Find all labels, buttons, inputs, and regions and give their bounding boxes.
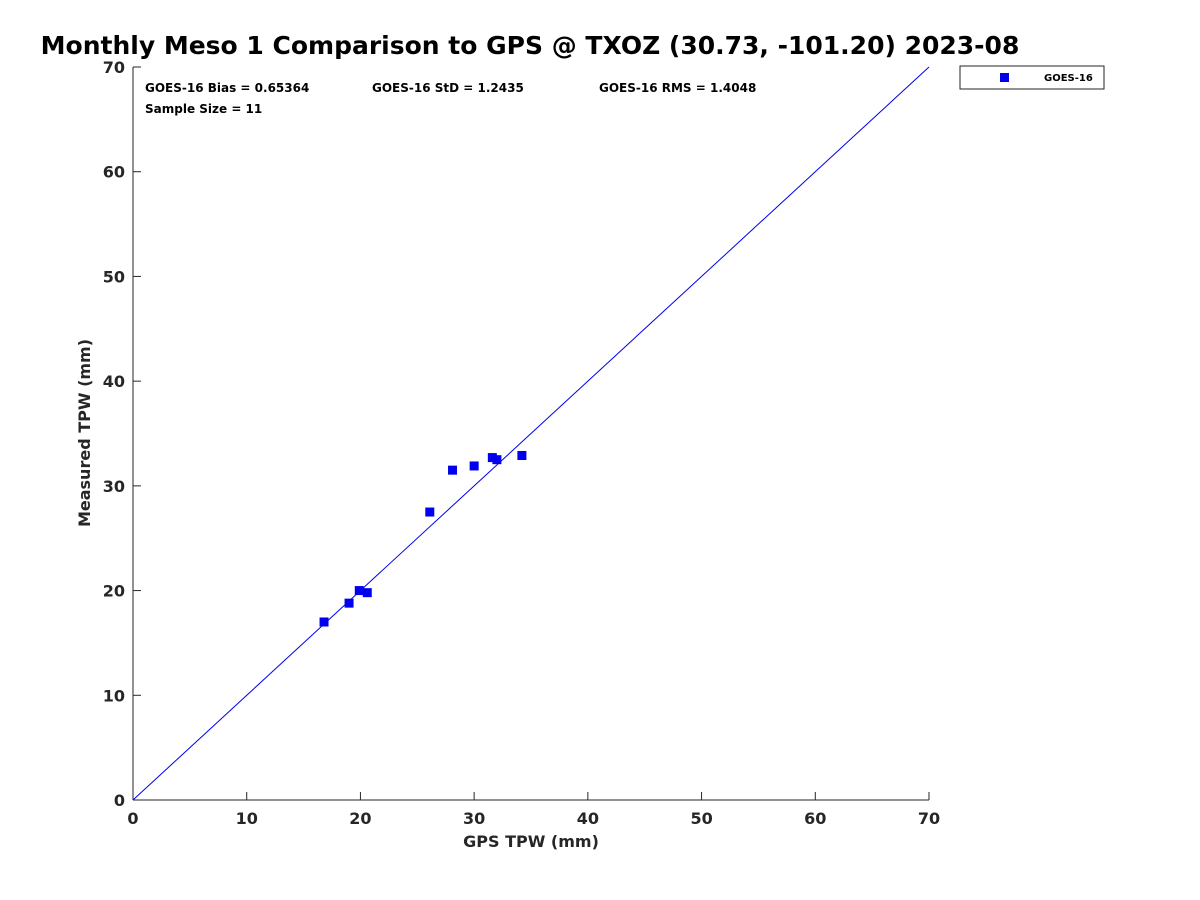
x-tick-label: 20 [349, 809, 371, 828]
x-tick-label: 40 [577, 809, 599, 828]
legend: GOES-16 [959, 65, 1105, 90]
std-annotation: GOES-16 StD = 1.2435 [372, 81, 524, 95]
x-axis-label: GPS TPW (mm) [463, 832, 599, 851]
y-tick-label: 10 [103, 686, 125, 705]
data-point [362, 588, 372, 598]
y-tick-label: 60 [103, 163, 125, 182]
data-point [469, 461, 479, 471]
y-tick-label: 30 [103, 477, 125, 496]
x-tick-label: 0 [127, 809, 138, 828]
y-tick-label: 0 [114, 791, 125, 810]
y-tick-label: 40 [103, 372, 125, 391]
one-to-one-reference-line [132, 66, 930, 801]
x-tick-label: 10 [236, 809, 258, 828]
y-tick-label: 50 [103, 267, 125, 286]
data-point [319, 617, 329, 627]
data-point [344, 598, 354, 608]
x-tick-label: 60 [804, 809, 826, 828]
legend-label-goes-16: GOES-16 [1044, 73, 1093, 84]
y-tick-label: 20 [103, 582, 125, 601]
bias-annotation: GOES-16 Bias = 0.65364 [145, 81, 309, 95]
data-point [492, 455, 502, 465]
rms-annotation: GOES-16 RMS = 1.4048 [599, 81, 756, 95]
reference-line-layer [132, 66, 930, 801]
data-points-layer [319, 450, 527, 627]
x-tick-label: 70 [918, 809, 940, 828]
y-tick-label: 70 [103, 58, 125, 77]
axes: 0 10 20 30 40 50 60 70 0 10 20 30 40 50 60 70 [103, 58, 940, 828]
data-point [448, 465, 458, 475]
x-tick-label: 30 [463, 809, 485, 828]
sample-size-annotation: Sample Size = 11 [145, 102, 262, 116]
data-point [487, 453, 497, 463]
data-point [425, 507, 435, 517]
data-point [517, 450, 527, 460]
legend-marker-goes-16 [1000, 73, 1009, 82]
data-point [354, 586, 364, 596]
chart-title: Monthly Meso 1 Comparison to GPS @ TXOZ … [41, 31, 1020, 60]
x-tick-label: 50 [690, 809, 712, 828]
y-axis-label: Measured TPW (mm) [75, 339, 94, 527]
legend-box [959, 65, 1105, 90]
